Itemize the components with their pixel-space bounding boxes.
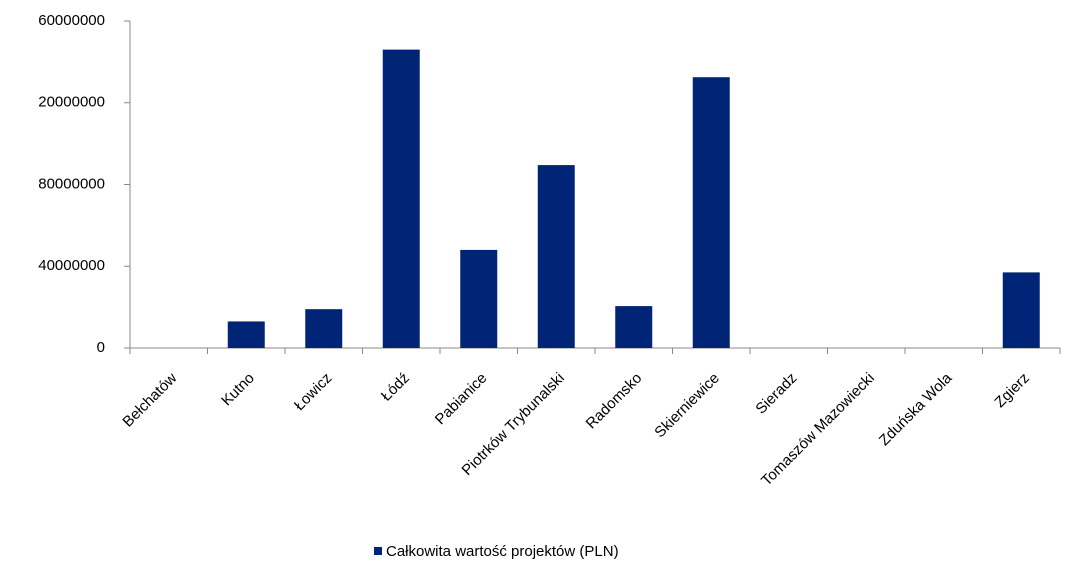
y-tick-label: 80000000: [38, 175, 105, 192]
bar: [460, 249, 498, 348]
legend-label: Całkowita wartość projektów (PLN): [386, 543, 619, 560]
bar: [305, 309, 343, 348]
bar: [227, 321, 265, 348]
bar: [382, 49, 420, 349]
bar: [692, 77, 730, 348]
x-tick-label: Łowicz: [291, 370, 335, 414]
y-tick-label: 0: [97, 339, 105, 356]
y-tick-label: 40000000: [38, 257, 105, 274]
x-tick-label: Kutno: [218, 370, 258, 410]
legend-swatch: [374, 547, 382, 555]
bar: [615, 306, 653, 348]
x-tick-label: Bełchatów: [119, 370, 180, 431]
x-tick-label: Łódź: [378, 370, 413, 405]
x-tick-label: Radomsko: [583, 370, 646, 433]
x-tick-label: Skierniewice: [651, 370, 723, 442]
bar: [1002, 272, 1040, 348]
y-tick-label: 20000000: [38, 94, 105, 111]
y-tick-label: 60000000: [38, 12, 105, 29]
x-tick-label: Zgierz: [991, 370, 1032, 411]
x-tick-label: Sieradz: [752, 370, 800, 418]
x-tick-label: Zduńska Wola: [876, 369, 956, 449]
bar: [537, 165, 575, 348]
x-tick-label: Pabianice: [432, 370, 491, 429]
